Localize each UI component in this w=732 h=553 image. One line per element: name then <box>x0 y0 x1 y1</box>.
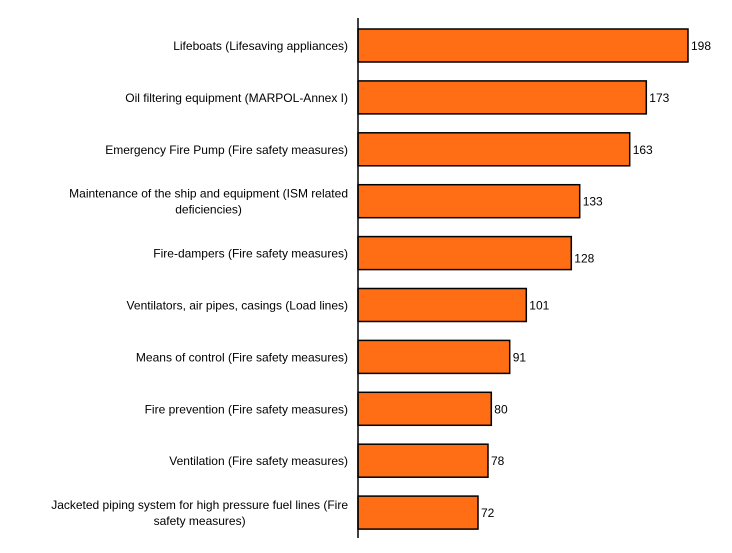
value-label-9: 78 <box>491 454 505 468</box>
category-label-2-line-1: Oil filtering equipment (MARPOL-Annex I) <box>125 91 348 105</box>
category-label-2: Oil filtering equipment (MARPOL-Annex I) <box>125 91 348 105</box>
value-label-8: 80 <box>494 402 508 416</box>
category-label-4-line-2: deficiencies) <box>175 203 242 217</box>
category-label-3-line-1: Emergency Fire Pump (Fire safety measure… <box>105 143 348 157</box>
value-label-7: 91 <box>513 350 527 364</box>
value-label-3: 163 <box>633 143 653 157</box>
category-label-1-line-1: Lifeboats (Lifesaving appliances) <box>173 39 348 53</box>
bar-6 <box>357 287 528 323</box>
bar-3 <box>357 132 631 167</box>
bars-group <box>357 28 689 530</box>
category-label-7-line-1: Means of control (Fire safety measures) <box>136 350 348 364</box>
category-labels-group: Lifeboats (Lifesaving appliances) Oil fil… <box>51 39 348 528</box>
category-label-10-line-2: safety measures) <box>154 514 246 528</box>
category-label-4: Maintenance of the ship and equipment (I… <box>69 187 348 217</box>
bar-2 <box>357 80 648 115</box>
bar-1 <box>357 28 689 63</box>
bar-4 <box>357 183 581 219</box>
category-label-9-line-1: Ventilation (Fire safety measures) <box>169 454 348 468</box>
category-label-1: Lifeboats (Lifesaving appliances) <box>173 39 348 53</box>
bar-10 <box>357 495 479 530</box>
category-label-6-line-1: Ventilators, air pipes, casings (Load li… <box>127 299 348 313</box>
category-label-5: Fire-dampers (Fire safety measures) <box>153 247 348 261</box>
value-label-2: 173 <box>649 91 669 105</box>
bar-8 <box>357 391 493 427</box>
category-label-10: Jacketed piping system for high pressure… <box>51 498 348 528</box>
category-label-7: Means of control (Fire safety measures) <box>136 350 348 364</box>
value-label-5: 128 <box>574 252 594 266</box>
category-label-10-line-1: Jacketed piping system for high pressure… <box>51 498 348 512</box>
bar-5 <box>357 235 573 271</box>
value-label-6: 101 <box>529 299 549 313</box>
category-label-5-line-1: Fire-dampers (Fire safety measures) <box>153 247 348 261</box>
category-label-8-line-1: Fire prevention (Fire safety measures) <box>145 402 348 416</box>
bar-7 <box>357 339 511 375</box>
value-label-1: 198 <box>691 39 711 53</box>
category-label-6: Ventilators, air pipes, casings (Load li… <box>127 299 348 313</box>
value-labels-group: 198 173 163 133 128 101 91 80 78 72 <box>481 39 711 520</box>
category-label-9: Ventilation (Fire safety measures) <box>169 454 348 468</box>
category-label-4-line-1: Maintenance of the ship and equipment (I… <box>69 187 348 201</box>
value-label-4: 133 <box>583 195 603 209</box>
category-label-3: Emergency Fire Pump (Fire safety measure… <box>105 143 348 157</box>
value-label-10: 72 <box>481 506 495 520</box>
category-label-8: Fire prevention (Fire safety measures) <box>145 402 348 416</box>
bar-9 <box>357 443 489 478</box>
